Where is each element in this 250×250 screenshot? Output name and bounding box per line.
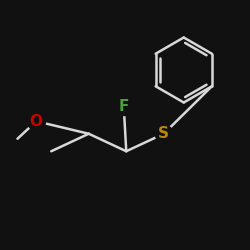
Text: O: O	[30, 114, 43, 129]
Text: S: S	[158, 126, 169, 141]
Text: F: F	[118, 99, 129, 114]
